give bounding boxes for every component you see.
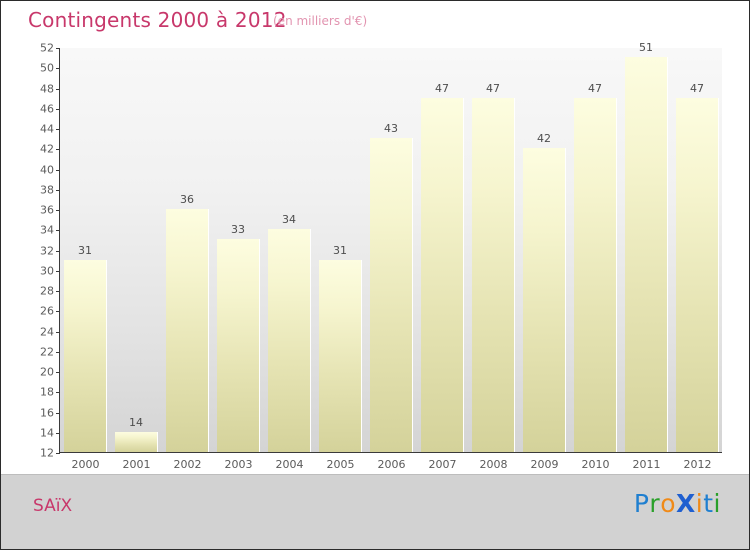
y-axis-tick-mark (56, 291, 60, 292)
y-axis-tick-label: 22 (40, 345, 54, 359)
bar-value-label: 51 (638, 41, 653, 55)
bar-value-label: 47 (434, 81, 449, 95)
bar-value-label: 47 (485, 81, 500, 95)
logo-letter-3: X (676, 489, 696, 518)
bar-2006[interactable]: 43 (370, 122, 413, 452)
y-axis-tick-label: 24 (40, 325, 54, 338)
y-axis-tick-label: 34 (40, 223, 54, 237)
y-axis-tick-label: 40 (40, 163, 54, 176)
y-axis-tick-label: 14 (40, 426, 54, 440)
y-axis-tick-mark (56, 129, 60, 130)
y-axis-tick-label: 36 (40, 203, 54, 217)
bar-2001[interactable]: 14 (115, 416, 158, 452)
y-axis-tick-mark (56, 432, 60, 434)
bar-value-label: 14 (128, 415, 143, 429)
y-axis-tick-label: 48 (40, 82, 54, 95)
bar-value-label: 31 (332, 243, 347, 257)
bar-2007[interactable]: 47 (421, 82, 464, 452)
x-axis-tick-label: 2009 (530, 458, 559, 471)
bar-value-label: 31 (77, 243, 92, 257)
y-axis-tick-label: 52 (40, 41, 54, 55)
x-axis-tick-label: 2002 (173, 458, 202, 471)
y-axis-tick-label: 50 (40, 61, 54, 75)
bar-2012[interactable]: 47 (676, 82, 719, 452)
y-axis-tick-mark (56, 210, 60, 211)
x-axis-tick-label: 2011 (632, 458, 661, 471)
x-axis-tick-label: 2012 (683, 458, 712, 471)
x-axis-tick-label: 2008 (479, 458, 508, 471)
plot-frame: 12 14 16 18 20 22 24 26 28 30 32 34 36 38 40 42 44 46 48 50… (40, 41, 722, 471)
bar-2002[interactable]: 36 (166, 193, 209, 452)
bar-value-label: 36 (179, 193, 194, 206)
y-axis-tick-mark (56, 372, 60, 373)
y-axis-tick-mark (56, 88, 60, 90)
y-axis-tick-mark (56, 48, 60, 49)
x-axis-tick-label: 2007 (428, 458, 457, 471)
location-label: SAïX (33, 496, 73, 516)
bar-2008[interactable]: 47 (472, 82, 515, 452)
y-axis-tick-label: 32 (40, 244, 54, 257)
y-axis-tick-label: 26 (40, 304, 54, 318)
plot-area: 12 14 16 18 20 22 24 26 28 30 32 34 36 38 40 42 44 46 48 50… (40, 41, 722, 471)
logo-letter-0: P (633, 489, 650, 518)
logo-letter-4: i (695, 489, 704, 518)
bar-2000[interactable]: 31 (64, 244, 107, 452)
y-axis-tick-mark (56, 149, 60, 151)
bar-2003[interactable]: 33 (217, 223, 260, 452)
y-axis-tick-mark (56, 270, 60, 272)
bar-2009[interactable]: 42 (523, 132, 566, 452)
y-axis-tick-label: 28 (40, 284, 54, 298)
proxiti-logo: ProXiti (634, 489, 721, 518)
y-axis-tick-mark (56, 453, 60, 454)
y-axis-tick-mark (56, 311, 60, 313)
y-axis-tick-mark (56, 412, 60, 414)
y-axis-tick-label: 42 (40, 142, 54, 156)
x-axis-tick-label: 2006 (377, 458, 406, 471)
y-axis-tick-mark (56, 230, 60, 232)
bar-value-label: 33 (230, 223, 245, 237)
y-axis-tick-label: 12 (40, 446, 54, 460)
y-axis-tick-label: 20 (40, 365, 54, 379)
bar-2011[interactable]: 51 (625, 41, 668, 452)
x-axis-tick-label: 2003 (224, 458, 253, 471)
bar-value-label: 43 (383, 122, 398, 136)
x-axis-tick-label: 2001 (122, 458, 151, 471)
logo-letter-5: t (703, 489, 714, 518)
y-axis-tick-label: 30 (40, 264, 54, 278)
bar-value-label: 47 (587, 81, 602, 95)
y-axis-tick-mark (56, 250, 60, 252)
logo-letter-2: o (660, 489, 676, 518)
x-axis-tick-label: 2010 (581, 458, 610, 471)
bar-2005[interactable]: 31 (319, 244, 362, 452)
y-axis-tick-mark (56, 351, 60, 353)
y-axis-tick-mark (56, 392, 60, 394)
y-axis-tick-label: 16 (40, 406, 54, 419)
logo-letter-6: i (713, 489, 721, 518)
y-axis-tick-mark (56, 169, 60, 171)
bar-value-label: 42 (536, 132, 551, 146)
bar-2004[interactable]: 34 (268, 213, 311, 452)
y-axis-tick-label: 38 (40, 183, 54, 197)
chart-footer: SAïX ProXiti (1, 474, 749, 549)
y-axis-tick-label: 44 (40, 122, 54, 136)
logo-letter-1: r (649, 489, 661, 518)
bar-value-label: 47 (689, 81, 704, 95)
y-axis-tick-label: 46 (40, 102, 54, 116)
bar-2010[interactable]: 47 (574, 82, 617, 452)
x-axis-tick-label: 2000 (71, 458, 100, 471)
x-axis-tick-label: 2005 (326, 458, 355, 471)
x-axis-tick-label: 2004 (275, 458, 304, 471)
y-axis-tick-mark (56, 189, 60, 191)
chart-subtitle: (en milliers d'€) (273, 14, 368, 28)
bar-value-label: 34 (281, 213, 296, 227)
y-axis-tick-label: 18 (40, 385, 54, 399)
y-axis-tick-mark (56, 331, 60, 333)
y-axis-tick-mark (56, 68, 60, 70)
y-axis-tick-mark (56, 108, 60, 110)
page-title: Contingents 2000 à 2012 (28, 8, 287, 32)
chart-header: Contingents 2000 à 2012 (en milliers d'€… (1, 1, 749, 39)
